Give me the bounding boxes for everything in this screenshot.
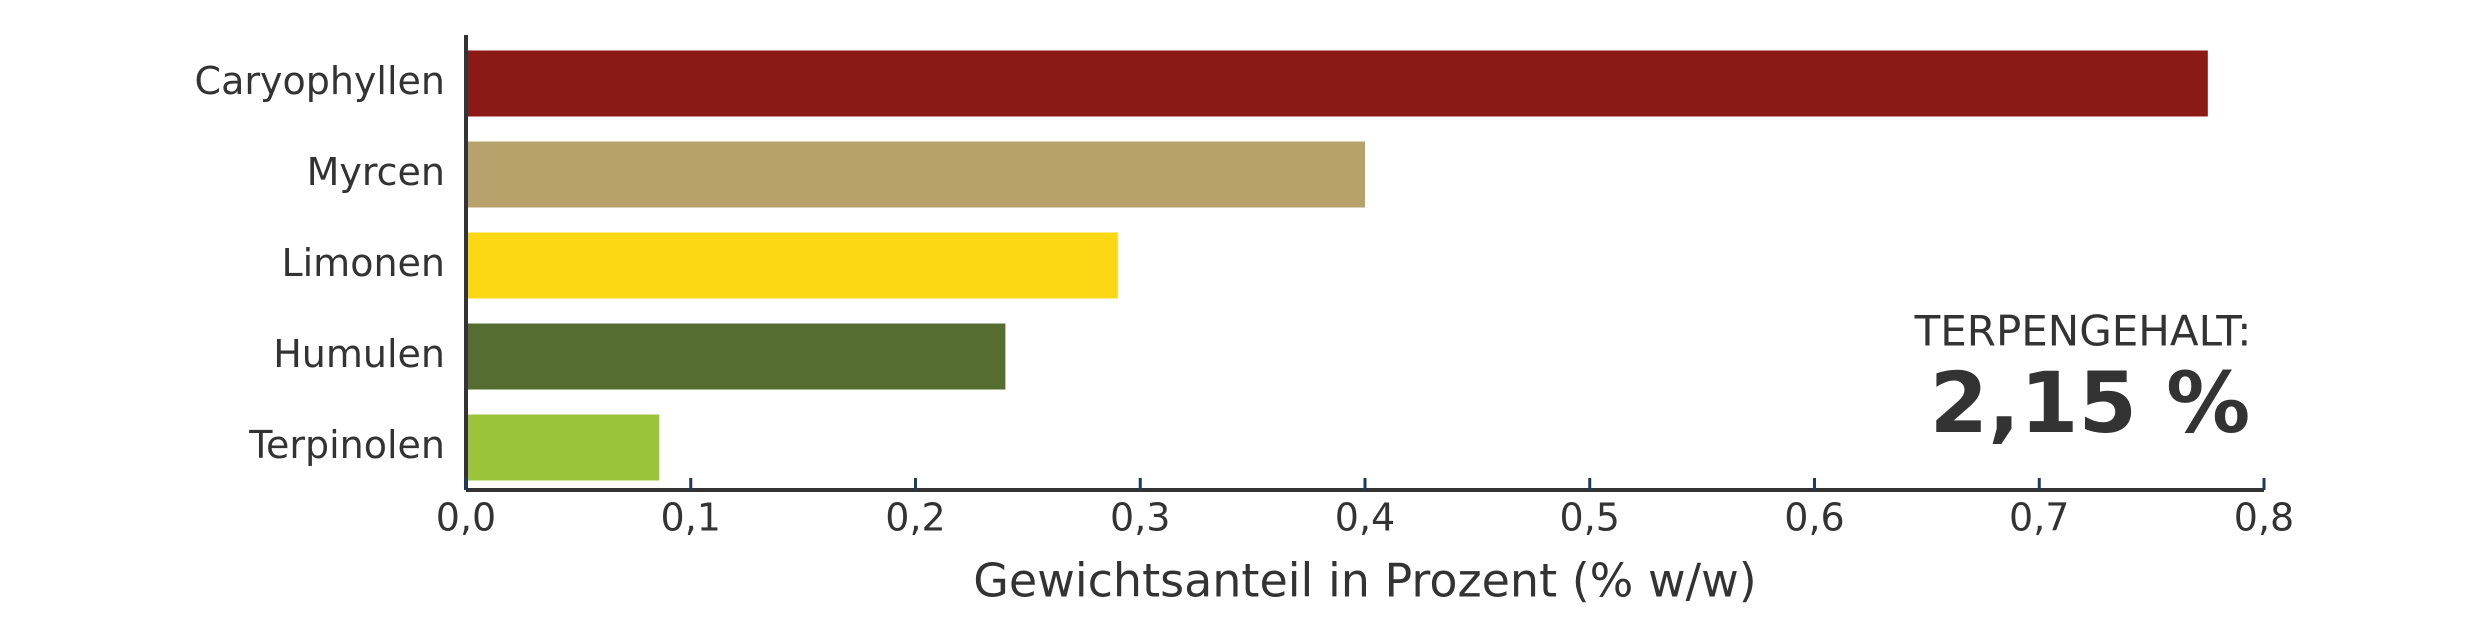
x-axis-label: Gewichtsanteil in Prozent (% w/w): [973, 554, 1756, 608]
x-tick-label: 0,2: [885, 496, 945, 540]
x-tick-label: 0,4: [1335, 496, 1395, 540]
y-tick-label: Caryophyllen: [195, 59, 445, 103]
x-tick-label: 0,3: [1110, 496, 1170, 540]
bar: [466, 141, 1365, 208]
x-tick-label: 0,6: [1784, 496, 1844, 540]
annotation-value: 2,15 %: [1930, 354, 2251, 452]
y-tick-label: Limonen: [281, 241, 445, 285]
x-tick-label: 0,8: [2234, 496, 2294, 540]
y-tick-label: Humulen: [273, 332, 445, 376]
bar: [466, 50, 2208, 117]
bar: [466, 414, 660, 481]
y-tick-label: Myrcen: [307, 150, 445, 194]
x-tick-label: 0,7: [2009, 496, 2069, 540]
bar: [466, 232, 1118, 299]
x-tick-label: 0,5: [1560, 496, 1620, 540]
bar: [466, 323, 1006, 390]
y-tick-label: Terpinolen: [248, 423, 445, 467]
x-tick-label: 0,1: [661, 496, 721, 540]
x-tick-label: 0,0: [436, 496, 496, 540]
annotation-label: TERPENGEHALT:: [1914, 307, 2252, 356]
